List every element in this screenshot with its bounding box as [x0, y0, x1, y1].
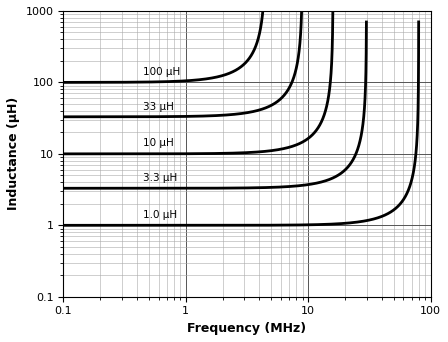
- Text: 1.0 μH: 1.0 μH: [143, 210, 177, 220]
- Text: 3.3 μH: 3.3 μH: [143, 173, 177, 183]
- Text: 100 μH: 100 μH: [143, 67, 181, 77]
- Text: 10 μH: 10 μH: [143, 139, 174, 148]
- X-axis label: Frequency (MHz): Frequency (MHz): [187, 322, 306, 335]
- Text: 33 μH: 33 μH: [143, 102, 174, 111]
- Y-axis label: Inductance (μH): Inductance (μH): [7, 97, 20, 210]
